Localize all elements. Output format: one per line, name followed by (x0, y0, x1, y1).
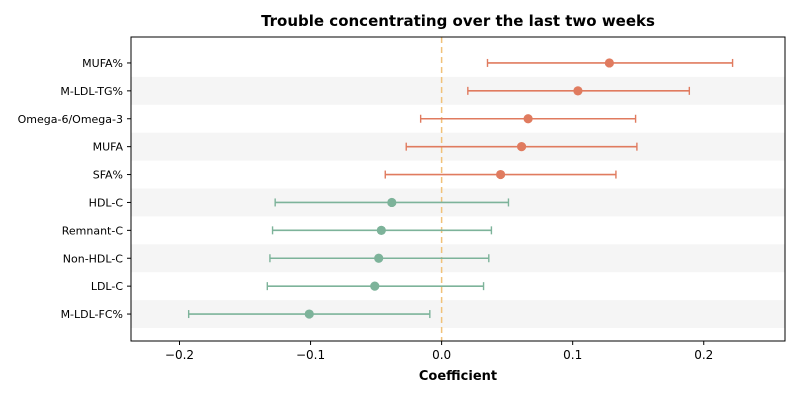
x-tick-label: 0.1 (563, 348, 582, 362)
y-tick-label: SFA% (93, 169, 123, 182)
x-tick-label: −0.2 (165, 348, 194, 362)
chart-title: Trouble concentrating over the last two … (261, 12, 655, 30)
y-tick-label: M-LDL-FC% (61, 308, 123, 321)
x-axis-label: Coefficient (419, 369, 497, 384)
plot-frame (130, 36, 786, 342)
y-tick-label: Non-HDL-C (63, 252, 124, 265)
point-estimate (516, 142, 527, 152)
y-tick-label: LDL-C (91, 280, 124, 293)
y-axis: MUFA% M-LDL-TG% Omega-6/Omega-3 MUFA SFA% HDL… (18, 57, 131, 321)
y-tick-label: HDL-C (89, 196, 124, 209)
y-tick-label: MUFA% (82, 57, 123, 70)
point-estimate (376, 225, 386, 235)
y-tick-label: Remnant-C (62, 224, 124, 237)
point-estimate (604, 58, 614, 68)
x-axis: −0.2 −0.1 0.0 0.1 0.2 (165, 341, 713, 362)
point-estimate (304, 309, 314, 319)
y-tick-label: MUFA (93, 141, 124, 154)
point-estimates (304, 58, 614, 319)
point-estimate (387, 197, 397, 208)
point-estimate (495, 169, 506, 180)
x-tick-label: −0.1 (296, 348, 325, 362)
point-estimate (523, 114, 533, 124)
y-tick-label: M-LDL-TG% (60, 85, 123, 98)
x-tick-label: 0.2 (694, 348, 713, 362)
point-estimate (573, 86, 583, 96)
point-estimate (374, 253, 384, 263)
point-estimate (370, 281, 380, 291)
x-tick-label: 0.0 (432, 348, 451, 362)
y-tick-label: Omega-6/Omega-3 (18, 113, 123, 126)
